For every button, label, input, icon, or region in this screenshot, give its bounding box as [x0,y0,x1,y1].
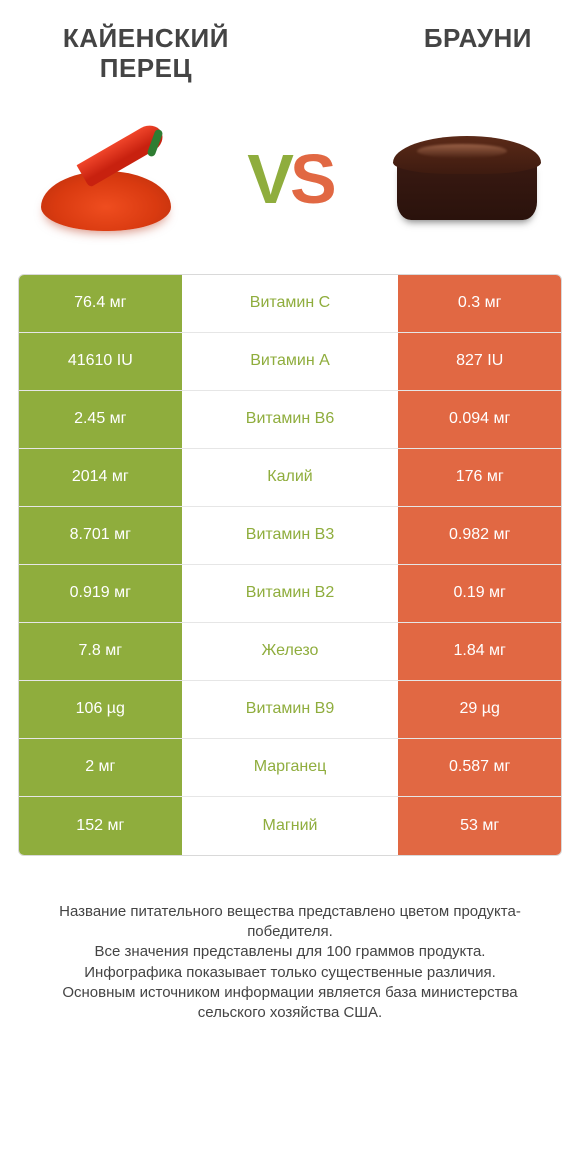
footnote-line: Инфографика показывает только существенн… [30,963,550,983]
cell-left-value: 76.4 мг [19,275,182,332]
table-row: 2 мгМарганец0.587 мг [19,739,561,797]
nutrient-table: 76.4 мгВитамин C0.3 мг41610 IUВитамин A8… [18,274,562,856]
cell-nutrient-label: Марганец [182,739,399,796]
table-row: 8.701 мгВитамин B30.982 мг [19,507,561,565]
cell-left-value: 2014 мг [19,449,182,506]
hero-row: VS [18,94,562,274]
table-row: 106 µgВитамин B929 µg [19,681,561,739]
titles-row: КАЙЕНСКИЙ ПЕРЕЦ БРАУНИ [18,24,562,94]
table-row: 152 мгМагний53 мг [19,797,561,855]
cell-nutrient-label: Витамин B6 [182,391,399,448]
cell-left-value: 152 мг [19,797,182,855]
table-row: 7.8 мгЖелезо1.84 мг [19,623,561,681]
table-row: 2014 мгКалий176 мг [19,449,561,507]
table-row: 2.45 мгВитамин B60.094 мг [19,391,561,449]
cell-right-value: 827 IU [398,333,561,390]
cell-left-value: 41610 IU [19,333,182,390]
brownie-image [382,114,552,244]
cell-nutrient-label: Витамин B3 [182,507,399,564]
vs-label: VS [247,139,332,219]
cell-left-value: 8.701 мг [19,507,182,564]
cell-right-value: 1.84 мг [398,623,561,680]
infographic-root: КАЙЕНСКИЙ ПЕРЕЦ БРАУНИ VS 76.4 мгВитамин… [0,0,580,1174]
cell-right-value: 176 мг [398,449,561,506]
cell-right-value: 0.19 мг [398,565,561,622]
cell-right-value: 0.3 мг [398,275,561,332]
cell-nutrient-label: Калий [182,449,399,506]
table-row: 41610 IUВитамин A827 IU [19,333,561,391]
cell-left-value: 2.45 мг [19,391,182,448]
cell-nutrient-label: Витамин B9 [182,681,399,738]
cell-right-value: 29 µg [398,681,561,738]
title-right: БРАУНИ [316,24,552,54]
cell-left-value: 7.8 мг [19,623,182,680]
vs-v: V [247,139,290,219]
cell-right-value: 0.094 мг [398,391,561,448]
vs-s: S [290,139,333,219]
cell-nutrient-label: Витамин A [182,333,399,390]
cell-nutrient-label: Витамин C [182,275,399,332]
cell-right-value: 0.982 мг [398,507,561,564]
footnotes: Название питательного вещества представл… [18,856,562,1024]
footnote-line: Все значения представлены для 100 граммо… [30,942,550,962]
table-row: 76.4 мгВитамин C0.3 мг [19,275,561,333]
footnote-line: Название питательного вещества представл… [30,902,550,943]
title-left: КАЙЕНСКИЙ ПЕРЕЦ [28,24,264,84]
cell-left-value: 2 мг [19,739,182,796]
table-row: 0.919 мгВитамин B20.19 мг [19,565,561,623]
cell-left-value: 106 µg [19,681,182,738]
footnote-line: Основным источником информации является … [30,983,550,1024]
cell-right-value: 0.587 мг [398,739,561,796]
cell-nutrient-label: Витамин B2 [182,565,399,622]
cayenne-pepper-image [28,114,198,244]
cell-nutrient-label: Магний [182,797,399,855]
cell-left-value: 0.919 мг [19,565,182,622]
cell-nutrient-label: Железо [182,623,399,680]
cell-right-value: 53 мг [398,797,561,855]
